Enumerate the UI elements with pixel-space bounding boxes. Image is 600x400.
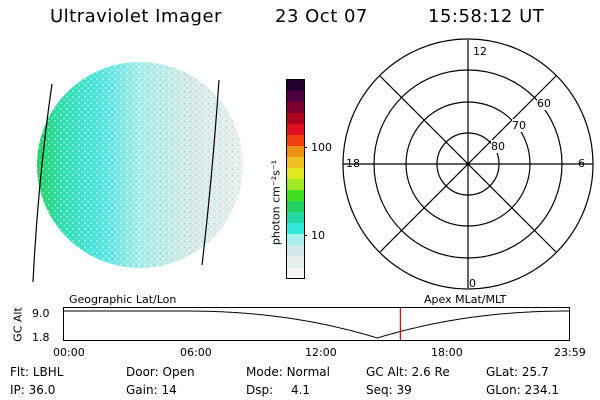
colorbar-tick-mark [305,147,307,148]
colorbar-segment [287,190,304,201]
colorbar-segment [287,179,304,190]
info-dsp: Dsp: 4.1 [246,383,311,397]
colorbar-segment [287,267,304,278]
mlt-label-6: 6 [578,157,585,170]
alt-tick-1.8: 1.8 [32,331,50,344]
mlat-label-70: 70 [512,119,526,132]
info-gc-alt: GC Alt: 2.6 Re [366,365,450,379]
info-flt: Flt: LBHL [10,365,64,379]
info-glon: GLon: 234.1 [486,383,559,397]
colorbar-segment [287,256,304,267]
colorbar-segment [287,102,304,113]
colorbar-segment [287,168,304,179]
colorbar [286,79,305,279]
colorbar-segment [287,212,304,223]
instrument-title: Ultraviolet Imager [50,6,222,27]
info-mode: Mode: Normal [246,365,330,379]
info-ip: IP: 36.0 [10,383,56,397]
info-glat: GLat: 25.7 [486,365,549,379]
colorbar-segment [287,113,304,124]
mlat-label-60: 60 [537,97,551,110]
info-door: Door: Open [126,365,195,379]
alt-xtick-4: 23:59 [554,346,586,359]
alt-axis-label: GC Alt [11,307,25,342]
terminator-line-right [201,79,220,266]
uv-image-panel [32,62,243,283]
colorbar-segment [287,135,304,146]
polar-panel-label: Apex MLat/MLT [424,293,507,306]
colorbar-segment [287,245,304,256]
geo-panel-label: Geographic Lat/Lon [69,293,177,306]
altitude-plot [63,307,570,341]
mlat-label-80: 80 [491,140,505,153]
alt-xtick-1: 06:00 [180,346,212,359]
altitude-curve [63,310,570,339]
colorbar-unit-label: photon cm⁻²s⁻¹ [269,159,283,246]
time-label: 15:58:12 UT [428,6,545,27]
mlt-label-12: 12 [473,45,487,58]
terminator-line-left [32,83,53,283]
colorbar-segment [287,124,304,135]
alt-tick-9: 9.0 [32,307,50,320]
mlt-label-18: 18 [346,157,360,170]
info-seq: Seq: 39 [366,383,412,397]
colorbar-segment [287,157,304,168]
colorbar-tick-mark [305,235,307,236]
date-label: 23 Oct 07 [275,6,368,27]
colorbar-segment [287,201,304,212]
mlt-label-0: 0 [469,277,476,290]
colorbar-tick-10: 10 [311,229,325,242]
colorbar-segment [287,146,304,157]
alt-xtick-0: 00:00 [53,346,85,359]
colorbar-segment [287,91,304,102]
colorbar-segment [287,223,304,234]
colorbar-segment [287,80,304,91]
info-gain: Gain: 14 [126,383,177,397]
alt-xtick-2: 12:00 [305,346,337,359]
colorbar-segment [287,234,304,245]
polar-plot [342,38,594,290]
colorbar-tick-100: 100 [311,141,332,154]
alt-xtick-3: 18:00 [431,346,463,359]
